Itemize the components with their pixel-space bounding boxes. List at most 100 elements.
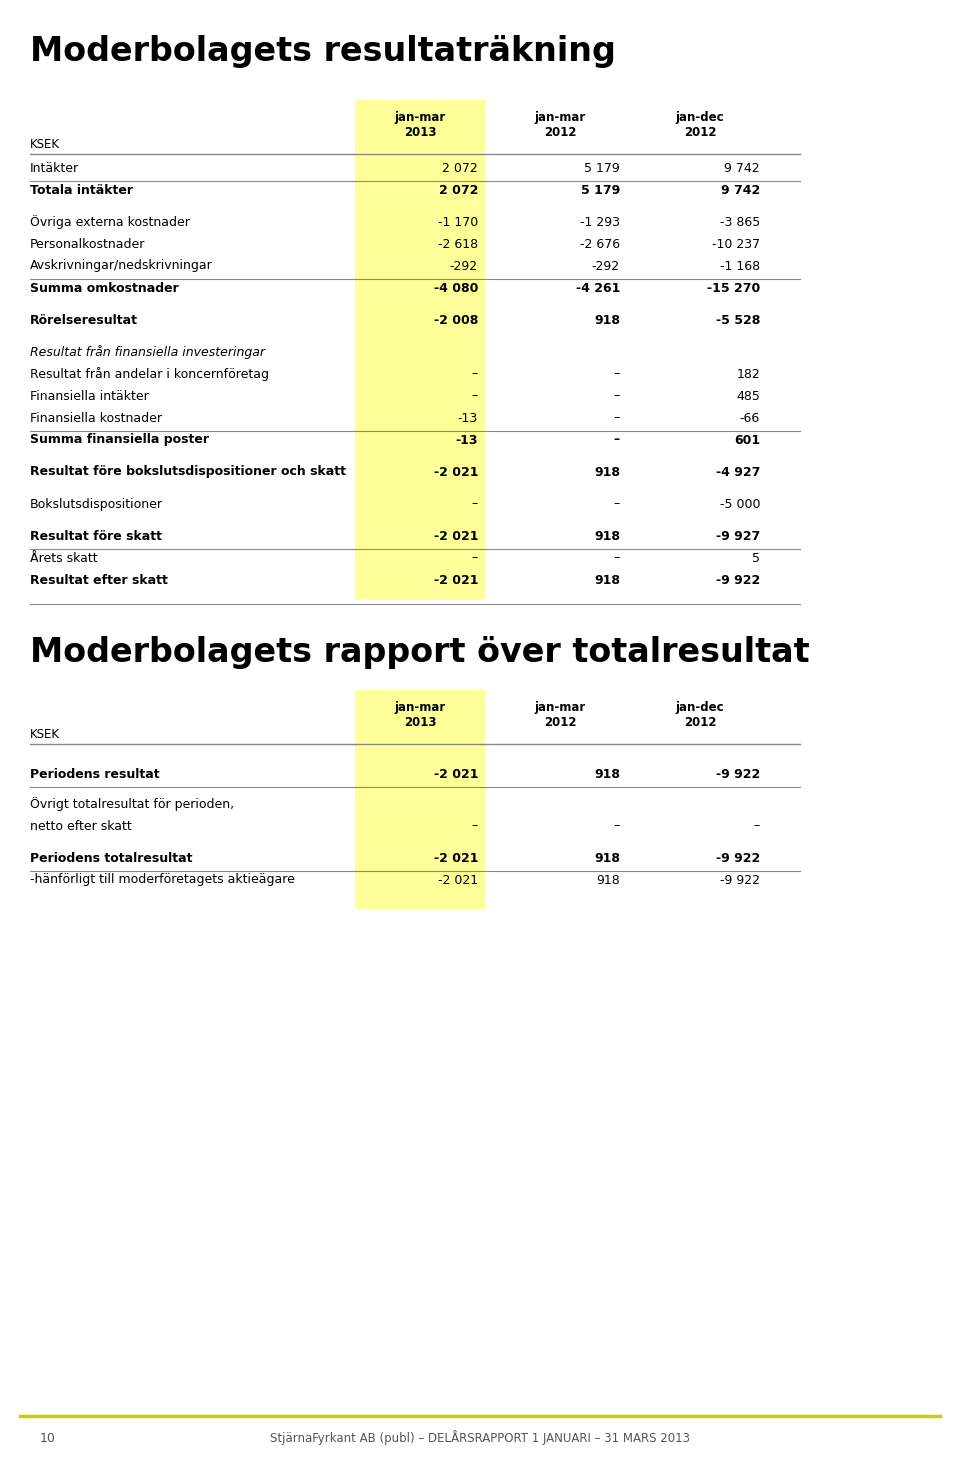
Text: -2 021: -2 021: [434, 466, 478, 479]
Text: -9 922: -9 922: [716, 852, 760, 865]
Text: Summa omkostnader: Summa omkostnader: [30, 281, 179, 294]
Text: jan-mar: jan-mar: [395, 701, 445, 714]
Text: -2 021: -2 021: [434, 767, 478, 780]
Text: -4 080: -4 080: [434, 281, 478, 294]
Text: -9 922: -9 922: [716, 574, 760, 587]
Text: -10 237: -10 237: [712, 237, 760, 250]
Text: 485: 485: [736, 389, 760, 403]
Text: –: –: [613, 433, 620, 447]
Text: Finansiella intäkter: Finansiella intäkter: [30, 389, 149, 403]
Text: –: –: [613, 820, 620, 833]
Text: -2 021: -2 021: [434, 852, 478, 865]
Text: Resultat efter skatt: Resultat efter skatt: [30, 574, 168, 587]
Text: –: –: [613, 367, 620, 381]
Text: Övriga externa kostnader: Övriga externa kostnader: [30, 215, 190, 228]
Text: –: –: [471, 367, 478, 381]
Text: -4 927: -4 927: [715, 466, 760, 479]
Text: jan-dec: jan-dec: [676, 111, 724, 124]
Text: -3 865: -3 865: [720, 215, 760, 228]
Text: -5 528: -5 528: [715, 313, 760, 326]
Text: –: –: [471, 820, 478, 833]
Text: jan-mar: jan-mar: [395, 111, 445, 124]
Text: 918: 918: [594, 852, 620, 865]
Text: 918: 918: [594, 313, 620, 326]
Text: Resultat före skatt: Resultat före skatt: [30, 530, 162, 543]
Bar: [355, 690, 485, 909]
Text: –: –: [754, 820, 760, 833]
Text: Moderbolagets rapport över totalresultat: Moderbolagets rapport över totalresultat: [30, 635, 809, 669]
Text: -4 261: -4 261: [576, 281, 620, 294]
Text: –: –: [471, 552, 478, 565]
Text: 601: 601: [733, 433, 760, 447]
Text: 918: 918: [594, 574, 620, 587]
Text: -1 168: -1 168: [720, 259, 760, 272]
Text: 918: 918: [596, 874, 620, 887]
Text: –: –: [471, 498, 478, 511]
Text: Avskrivningar/nedskrivningar: Avskrivningar/nedskrivningar: [30, 259, 213, 272]
Text: –: –: [471, 389, 478, 403]
Text: –: –: [613, 389, 620, 403]
Text: 182: 182: [736, 367, 760, 381]
Text: Rörelseresultat: Rörelseresultat: [30, 313, 138, 326]
Text: 2012: 2012: [543, 126, 576, 139]
Text: Periodens totalresultat: Periodens totalresultat: [30, 852, 193, 865]
Text: –: –: [613, 411, 620, 425]
Text: -13: -13: [455, 433, 478, 447]
Text: -2 021: -2 021: [434, 530, 478, 543]
Text: -292: -292: [450, 259, 478, 272]
Text: Moderbolagets resultaträkning: Moderbolagets resultaträkning: [30, 35, 616, 69]
Text: jan-mar: jan-mar: [535, 701, 586, 714]
Text: –: –: [613, 552, 620, 565]
Text: Årets skatt: Årets skatt: [30, 552, 98, 565]
Text: 10: 10: [40, 1432, 56, 1445]
Text: Intäkter: Intäkter: [30, 161, 79, 174]
Text: 2012: 2012: [684, 126, 716, 139]
Text: -13: -13: [458, 411, 478, 425]
Text: -1 170: -1 170: [438, 215, 478, 228]
Text: StjärnaFyrkant AB (publ) – DELÅRSRAPPORT 1 JANUARI – 31 MARS 2013: StjärnaFyrkant AB (publ) – DELÅRSRAPPORT…: [270, 1430, 690, 1445]
Text: -2 008: -2 008: [434, 313, 478, 326]
Text: -9 927: -9 927: [716, 530, 760, 543]
Text: 2012: 2012: [684, 716, 716, 729]
Text: 5 179: 5 179: [581, 183, 620, 196]
Text: Övrigt totalresultat för perioden,: Övrigt totalresultat för perioden,: [30, 796, 234, 811]
Bar: [355, 100, 485, 599]
Text: -5 000: -5 000: [719, 498, 760, 511]
Text: -292: -292: [592, 259, 620, 272]
Text: -15 270: -15 270: [707, 281, 760, 294]
Text: 2 072: 2 072: [443, 161, 478, 174]
Text: 918: 918: [594, 466, 620, 479]
Text: -hänförligt till moderföretagets aktieägare: -hänförligt till moderföretagets aktieäg…: [30, 874, 295, 887]
Text: 918: 918: [594, 767, 620, 780]
Text: Personalkostnader: Personalkostnader: [30, 237, 145, 250]
Text: 9 742: 9 742: [725, 161, 760, 174]
Text: KSEK: KSEK: [30, 729, 60, 741]
Text: -1 293: -1 293: [580, 215, 620, 228]
Text: -2 021: -2 021: [438, 874, 478, 887]
Text: Summa finansiella poster: Summa finansiella poster: [30, 433, 209, 447]
Text: 2013: 2013: [404, 126, 436, 139]
Text: 9 742: 9 742: [721, 183, 760, 196]
Text: netto efter skatt: netto efter skatt: [30, 820, 132, 833]
Text: Resultat före bokslutsdispositioner och skatt: Resultat före bokslutsdispositioner och …: [30, 466, 346, 479]
Text: -2 618: -2 618: [438, 237, 478, 250]
Text: jan-dec: jan-dec: [676, 701, 724, 714]
Text: 5 179: 5 179: [585, 161, 620, 174]
Text: jan-mar: jan-mar: [535, 111, 586, 124]
Text: Bokslutsdispositioner: Bokslutsdispositioner: [30, 498, 163, 511]
Text: Resultat från finansiella investeringar: Resultat från finansiella investeringar: [30, 346, 265, 359]
Text: Periodens resultat: Periodens resultat: [30, 767, 159, 780]
Text: -9 922: -9 922: [720, 874, 760, 887]
Text: Resultat från andelar i koncernföretag: Resultat från andelar i koncernföretag: [30, 367, 269, 381]
Text: -66: -66: [740, 411, 760, 425]
Text: 2012: 2012: [543, 716, 576, 729]
Text: Finansiella kostnader: Finansiella kostnader: [30, 411, 162, 425]
Text: 918: 918: [594, 530, 620, 543]
Text: -9 922: -9 922: [716, 767, 760, 780]
Text: 2 072: 2 072: [439, 183, 478, 196]
Text: Totala intäkter: Totala intäkter: [30, 183, 133, 196]
Text: –: –: [613, 498, 620, 511]
Text: KSEK: KSEK: [30, 139, 60, 151]
Text: -2 676: -2 676: [580, 237, 620, 250]
Text: -2 021: -2 021: [434, 574, 478, 587]
